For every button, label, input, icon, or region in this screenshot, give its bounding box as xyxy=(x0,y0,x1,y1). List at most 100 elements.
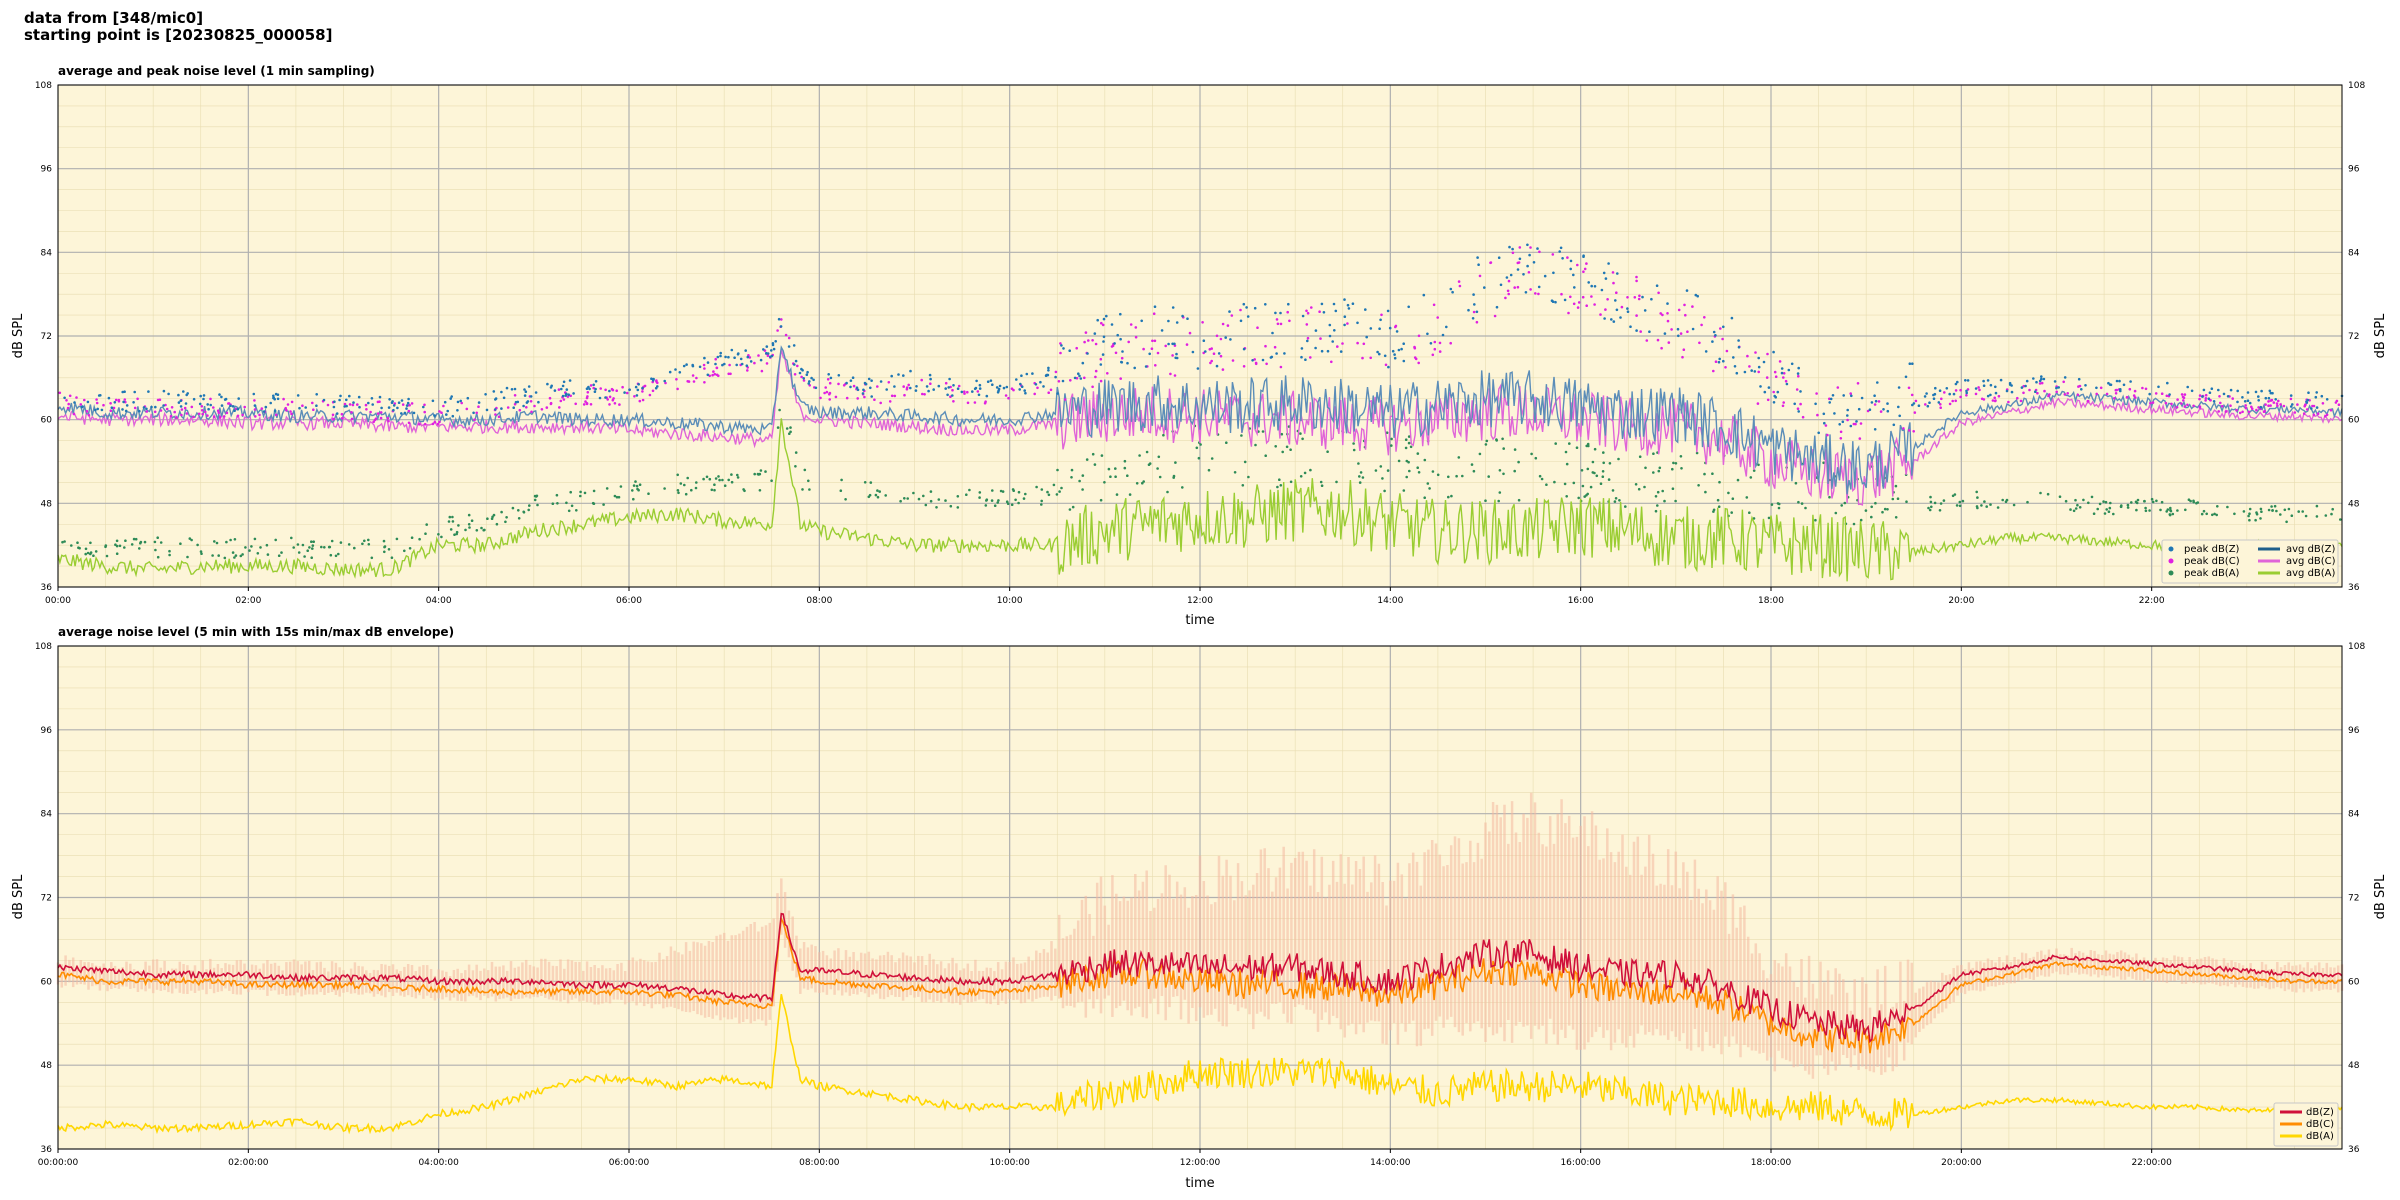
peak-z-points-point xyxy=(332,405,336,409)
peak-a-points-point xyxy=(334,554,338,558)
peak-z-points-point xyxy=(445,413,448,416)
peak-z-points-point xyxy=(870,379,873,383)
peak-z-points-point xyxy=(1105,314,1108,318)
peak-c-points-point xyxy=(513,394,517,397)
peak-z-points-point xyxy=(2243,400,2247,403)
peak-a-points-point xyxy=(1005,500,1009,504)
top-panel-title: average and peak noise level (1 min samp… xyxy=(58,64,375,78)
peak-c-points-point xyxy=(158,398,162,402)
peak-a-points-point xyxy=(455,530,459,534)
peak-c-points-point xyxy=(902,385,905,388)
peak-a-points-point xyxy=(1358,481,1362,484)
peak-c-points-point xyxy=(350,411,353,414)
peak-z-points-point xyxy=(1892,423,1896,427)
peak-a-points-point xyxy=(2169,506,2172,510)
peak-a-points-point xyxy=(1264,454,1267,458)
peak-a-points-point xyxy=(266,553,270,556)
peak-c-points-point xyxy=(165,407,169,411)
peak-z-points-point xyxy=(2310,407,2313,410)
peak-z-points-point xyxy=(668,370,672,374)
peak-z-points-point xyxy=(1175,352,1178,356)
peak-z-points-point xyxy=(890,374,893,378)
peak-a-points-point xyxy=(2112,512,2115,516)
peak-a-points-point xyxy=(839,489,843,493)
peak-c-points-point xyxy=(1816,413,1819,417)
peak-c-points-point xyxy=(893,394,897,398)
peak-a-points-point xyxy=(757,473,760,476)
peak-c-points-point xyxy=(1773,370,1777,374)
peak-c-points-point xyxy=(2154,392,2158,395)
peak-c-points-point xyxy=(1590,295,1593,298)
peak-c-points-point xyxy=(1129,323,1133,326)
peak-c-points-point xyxy=(2244,404,2247,407)
dba-line xyxy=(57,994,2343,1135)
peak-c-points-point xyxy=(2220,404,2224,408)
peak-z-points-point xyxy=(1732,356,1735,359)
peak-c-points-point xyxy=(1661,313,1664,317)
peak-z-points-point xyxy=(1694,293,1698,297)
peak-c-points-point xyxy=(2151,401,2155,404)
peak-z-points-point xyxy=(1365,335,1368,339)
peak-c-points-point xyxy=(1504,296,1507,300)
peak-a-points-point xyxy=(978,491,982,494)
peak-z-points-point xyxy=(150,405,153,409)
peak-c-points-point xyxy=(460,401,464,405)
peak-c-points-point xyxy=(1433,340,1437,344)
peak-z-points-point xyxy=(1274,311,1277,315)
peak-z-points-point xyxy=(1269,356,1273,359)
peak-c-points-point xyxy=(136,397,139,401)
peak-c-points-point xyxy=(2219,401,2222,405)
peak-c-points-point xyxy=(1746,354,1749,358)
peak-c-points-point xyxy=(1142,347,1145,351)
peak-c-points-point xyxy=(1231,359,1235,362)
peak-z-points-point xyxy=(1663,332,1667,335)
peak-c-points-point xyxy=(1714,360,1718,364)
peak-z-points-point xyxy=(989,379,993,383)
peak-a-points-point xyxy=(395,537,399,541)
peak-z-points-point xyxy=(572,392,575,395)
peak-a-points-point xyxy=(764,470,767,473)
peak-z-points-point xyxy=(765,345,769,348)
peak-a-points-point xyxy=(229,538,232,542)
peak-a-points-point xyxy=(2255,511,2258,514)
peak-z-points-point xyxy=(400,412,403,415)
peak-c-points-point xyxy=(641,390,644,393)
peak-z-points-point xyxy=(206,403,209,406)
peak-z-points-point xyxy=(2320,394,2324,398)
peak-c-points-point xyxy=(253,408,257,411)
peak-c-points-point xyxy=(2036,391,2039,395)
peak-c-points-point xyxy=(676,387,679,391)
peak-a-points-point xyxy=(778,408,781,412)
peak-c-points-point xyxy=(1683,303,1686,307)
peak-c-points-point xyxy=(589,403,593,406)
peak-c-points-point xyxy=(2077,385,2080,388)
peak-z-points-point xyxy=(1582,254,1585,257)
peak-a-points-point xyxy=(297,551,301,554)
peak-c-points-point xyxy=(1049,388,1053,392)
peak-c-points-point xyxy=(1264,344,1267,348)
peak-a-points-point xyxy=(1374,469,1378,472)
top-x-axis-label: time xyxy=(1185,613,1214,628)
peak-c-points-point xyxy=(436,422,440,426)
peak-a-points-point xyxy=(1289,480,1293,484)
peak-a-points-point xyxy=(1587,444,1590,448)
peak-z-points-point xyxy=(1793,402,1796,406)
peak-c-points-point xyxy=(2113,397,2116,400)
peak-z-points-point xyxy=(1757,356,1760,360)
peak-c-points-point xyxy=(2204,393,2208,397)
peak-a-points-point xyxy=(1886,508,1889,511)
peak-z-points-point xyxy=(494,408,497,411)
peak-a-points-point xyxy=(1006,502,1010,506)
peak-a-points-point xyxy=(2069,508,2072,511)
peak-z-points-point xyxy=(1650,297,1653,301)
peak-a-points-point xyxy=(736,476,740,479)
peak-c-points-point xyxy=(1639,330,1642,333)
peak-z-points-point xyxy=(513,387,517,391)
peak-z-points-point xyxy=(1704,350,1708,353)
peak-z-points-point xyxy=(273,409,277,413)
peak-z-points-point xyxy=(682,364,686,368)
peak-c-points-point xyxy=(842,384,846,387)
peak-c-points-point xyxy=(1796,407,1800,411)
peak-a-points-point xyxy=(1107,467,1111,471)
peak-c-points-point xyxy=(1173,374,1177,377)
